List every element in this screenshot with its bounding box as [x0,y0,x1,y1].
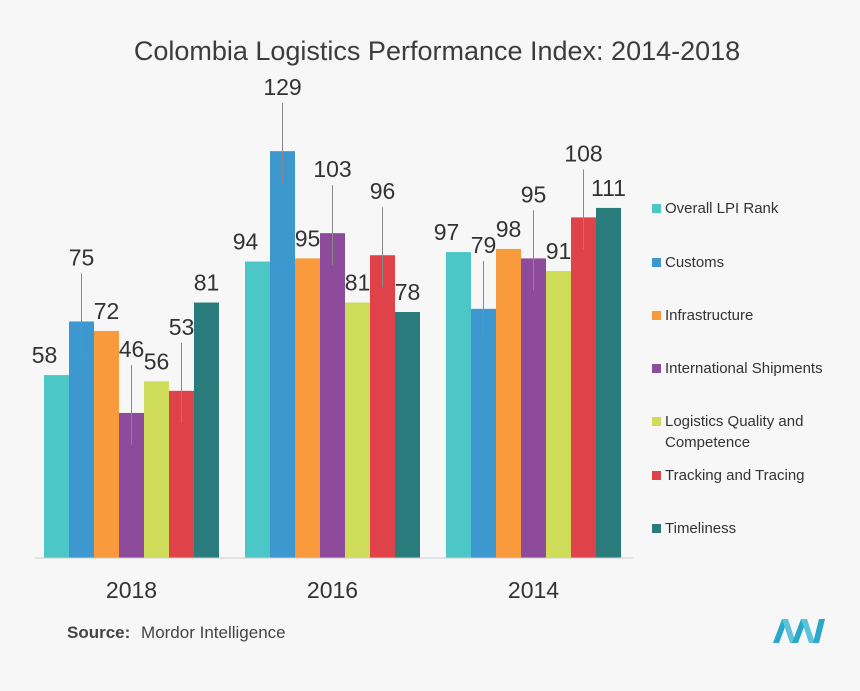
source-name: Mordor Intelligence [141,623,286,642]
value-label-2018-5: 53 [169,314,195,340]
category-label-2018: 2018 [106,577,157,603]
legend-label-3: International Shipments [665,360,823,377]
value-label-2016-5: 96 [370,178,396,204]
bar-2018-0 [44,375,69,558]
bar-2014-6 [596,207,621,558]
value-label-2016-0: 94 [233,229,259,255]
value-label-2016-2: 95 [295,225,321,251]
legend-swatch-2 [652,311,661,320]
source-prefix: Source: [67,623,130,642]
bar-2014-5 [571,217,596,558]
bar-2014-3 [521,258,546,558]
legend-swatch-5 [652,471,661,480]
value-label-2014-5: 108 [564,140,602,166]
bar-2016-5 [370,255,395,558]
value-label-2018-2: 72 [94,298,120,324]
bar-2014-4 [546,271,571,558]
legend-label-1: Customs [665,254,724,271]
legend-label-6: Timeliness [665,520,736,537]
bar-2016-3 [320,233,345,558]
value-label-2014-4: 91 [546,238,572,264]
value-label-2018-0: 58 [32,342,58,368]
value-label-2014-6: 111 [591,175,626,201]
legend-swatch-1 [652,258,661,267]
legend-swatch-4 [652,417,661,426]
legend-swatch-6 [652,524,661,533]
bar-2014-0 [446,252,471,559]
value-label-2014-1: 79 [471,232,497,258]
chart-title: Colombia Logistics Performance Index: 20… [134,36,740,66]
legend-label-2: Infrastructure [665,307,753,324]
bar-2018-1 [69,321,94,558]
category-label-2016: 2016 [307,577,358,603]
bar-2016-1 [270,151,295,558]
bar-2016-6 [395,312,420,558]
value-label-2018-6: 81 [194,270,220,296]
category-labels: 2018 2016 2014 [106,577,559,603]
legend-swatch-3 [652,364,661,373]
value-label-2014-3: 95 [521,181,547,207]
category-label-2014: 2014 [508,577,559,603]
value-label-2018-1: 75 [69,244,95,270]
legend-label-4: Logistics Quality and [665,413,803,430]
legend-label-4-line1: Competence [665,434,750,451]
value-label-2016-1: 129 [263,74,301,100]
mordor-logo [773,619,825,643]
bar-2016-4 [345,302,370,558]
value-label-2018-4: 56 [144,348,170,374]
bar-2018-6 [194,302,219,558]
bar-2014-1 [471,308,496,558]
bar-2016-2 [295,258,320,558]
legend-swatch-0 [652,204,661,213]
value-label-2014-0: 97 [434,219,460,245]
value-label-2016-4: 81 [345,270,371,296]
source-note: Source: Mordor Intelligence [67,623,286,642]
bar-2014-2 [496,248,521,558]
bars-layer [44,151,621,559]
bar-2018-2 [94,330,119,558]
value-label-2016-6: 78 [395,279,421,305]
legend-label-0: Overall LPI Rank [665,200,779,217]
legend: Overall LPI Rank Customs Infrastructure Int… [652,200,823,537]
value-label-2018-3: 46 [119,336,145,362]
value-label-2014-2: 98 [496,216,522,242]
value-label-2016-3: 103 [313,156,351,182]
legend-label-5: Tracking and Tracing [665,467,805,484]
bar-2018-4 [144,381,169,558]
bar-2016-0 [245,261,270,558]
